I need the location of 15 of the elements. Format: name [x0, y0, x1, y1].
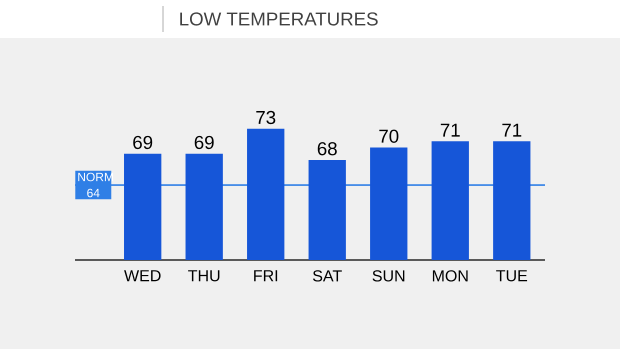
data-label: 68 [318, 142, 337, 156]
x-tick-label: FRI [254, 270, 278, 282]
chart-title: LOW TEMPERATURES [180, 12, 378, 26]
data-label: 71 [440, 124, 460, 137]
x-tick-label: THU [188, 270, 220, 282]
data-label: 71 [502, 124, 522, 137]
x-tick-label: SUN [372, 270, 404, 282]
data-label: 73 [256, 110, 276, 124]
data-label: 69 [194, 136, 214, 150]
x-tick-label: WED [124, 270, 161, 282]
data-label: 70 [379, 130, 398, 143]
x-tick-label: MON [432, 270, 468, 282]
data-label: 69 [133, 136, 152, 150]
x-tick-label: SAT [312, 270, 342, 282]
x-tick-label: TUE [496, 270, 528, 282]
